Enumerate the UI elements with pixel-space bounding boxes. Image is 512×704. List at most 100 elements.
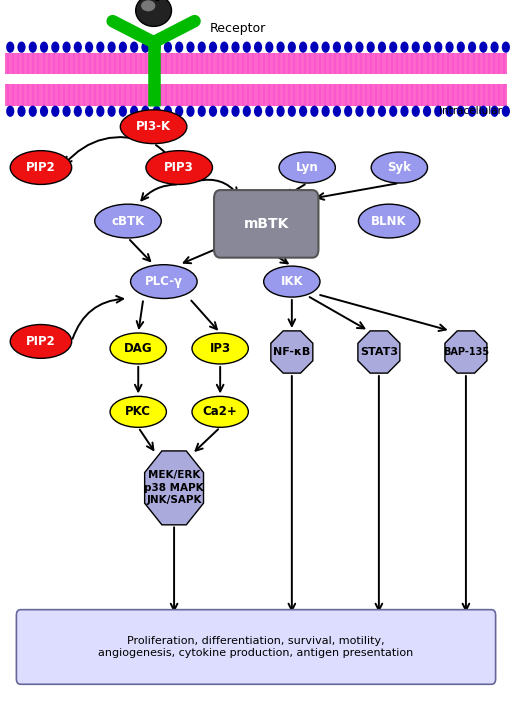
Text: cBTK: cBTK (112, 215, 144, 227)
Circle shape (265, 106, 273, 117)
Circle shape (412, 42, 420, 53)
Circle shape (254, 42, 262, 53)
Circle shape (355, 42, 364, 53)
Text: PKC: PKC (125, 406, 151, 418)
Circle shape (367, 42, 375, 53)
Circle shape (468, 106, 476, 117)
Text: STAT3: STAT3 (360, 347, 398, 357)
Text: Ca2+: Ca2+ (203, 406, 238, 418)
Bar (5, 84, 507, 106)
Text: Receptor: Receptor (210, 22, 266, 34)
Ellipse shape (10, 151, 72, 184)
Circle shape (333, 42, 341, 53)
Text: Intracellular: Intracellular (439, 106, 502, 115)
Circle shape (186, 42, 195, 53)
Circle shape (310, 106, 318, 117)
Ellipse shape (110, 333, 166, 364)
Circle shape (490, 106, 499, 117)
Circle shape (153, 42, 161, 53)
Ellipse shape (110, 396, 166, 427)
Circle shape (344, 42, 352, 53)
Circle shape (40, 42, 48, 53)
Text: IKK: IKK (281, 275, 303, 288)
Bar (5, 74, 507, 84)
Circle shape (434, 42, 442, 53)
Polygon shape (358, 331, 400, 373)
Circle shape (108, 106, 116, 117)
Ellipse shape (146, 151, 212, 184)
Circle shape (389, 106, 397, 117)
Circle shape (310, 42, 318, 53)
FancyBboxPatch shape (214, 190, 318, 258)
Circle shape (378, 106, 386, 117)
Text: PIP3: PIP3 (164, 161, 194, 174)
Circle shape (355, 106, 364, 117)
Circle shape (186, 106, 195, 117)
Circle shape (96, 42, 104, 53)
Circle shape (175, 106, 183, 117)
Ellipse shape (136, 0, 172, 27)
Circle shape (62, 106, 71, 117)
Text: Proliferation, differentiation, survival, motility,
angiogenesis, cytokine produ: Proliferation, differentiation, survival… (98, 636, 414, 658)
Circle shape (6, 106, 14, 117)
Circle shape (265, 42, 273, 53)
Circle shape (434, 106, 442, 117)
Ellipse shape (192, 333, 248, 364)
Ellipse shape (371, 152, 428, 183)
Text: BLNK: BLNK (371, 215, 407, 227)
Text: IP3: IP3 (209, 342, 231, 355)
Circle shape (322, 106, 330, 117)
Circle shape (198, 42, 206, 53)
Circle shape (231, 42, 240, 53)
Polygon shape (445, 331, 487, 373)
Circle shape (479, 42, 487, 53)
Circle shape (130, 106, 138, 117)
Circle shape (220, 106, 228, 117)
Circle shape (457, 106, 465, 117)
Circle shape (288, 42, 296, 53)
Bar (5, 53, 507, 74)
Circle shape (468, 42, 476, 53)
Ellipse shape (10, 325, 72, 358)
Ellipse shape (95, 204, 161, 238)
Circle shape (85, 42, 93, 53)
Circle shape (276, 42, 285, 53)
Ellipse shape (120, 110, 187, 144)
Text: Syk: Syk (388, 161, 411, 174)
Circle shape (322, 42, 330, 53)
Ellipse shape (141, 0, 156, 11)
Circle shape (344, 106, 352, 117)
Circle shape (445, 106, 454, 117)
Circle shape (108, 42, 116, 53)
Circle shape (502, 42, 510, 53)
Text: DAG: DAG (124, 342, 153, 355)
Circle shape (119, 106, 127, 117)
Circle shape (153, 106, 161, 117)
Circle shape (164, 106, 172, 117)
Text: PLC-γ: PLC-γ (145, 275, 183, 288)
Circle shape (288, 106, 296, 117)
Ellipse shape (131, 265, 197, 298)
Text: PIP2: PIP2 (26, 335, 56, 348)
Ellipse shape (264, 266, 320, 297)
Circle shape (40, 106, 48, 117)
Circle shape (74, 42, 82, 53)
Circle shape (243, 42, 251, 53)
Circle shape (6, 42, 14, 53)
Circle shape (400, 42, 409, 53)
Circle shape (141, 106, 150, 117)
Circle shape (74, 106, 82, 117)
Circle shape (62, 42, 71, 53)
Circle shape (96, 106, 104, 117)
Circle shape (457, 42, 465, 53)
Circle shape (299, 42, 307, 53)
Circle shape (164, 42, 172, 53)
Circle shape (175, 42, 183, 53)
Circle shape (389, 42, 397, 53)
Text: Antigen: Antigen (130, 0, 178, 1)
Circle shape (17, 106, 26, 117)
Circle shape (141, 42, 150, 53)
Text: PI3-K: PI3-K (136, 120, 171, 133)
Circle shape (130, 42, 138, 53)
Circle shape (400, 106, 409, 117)
